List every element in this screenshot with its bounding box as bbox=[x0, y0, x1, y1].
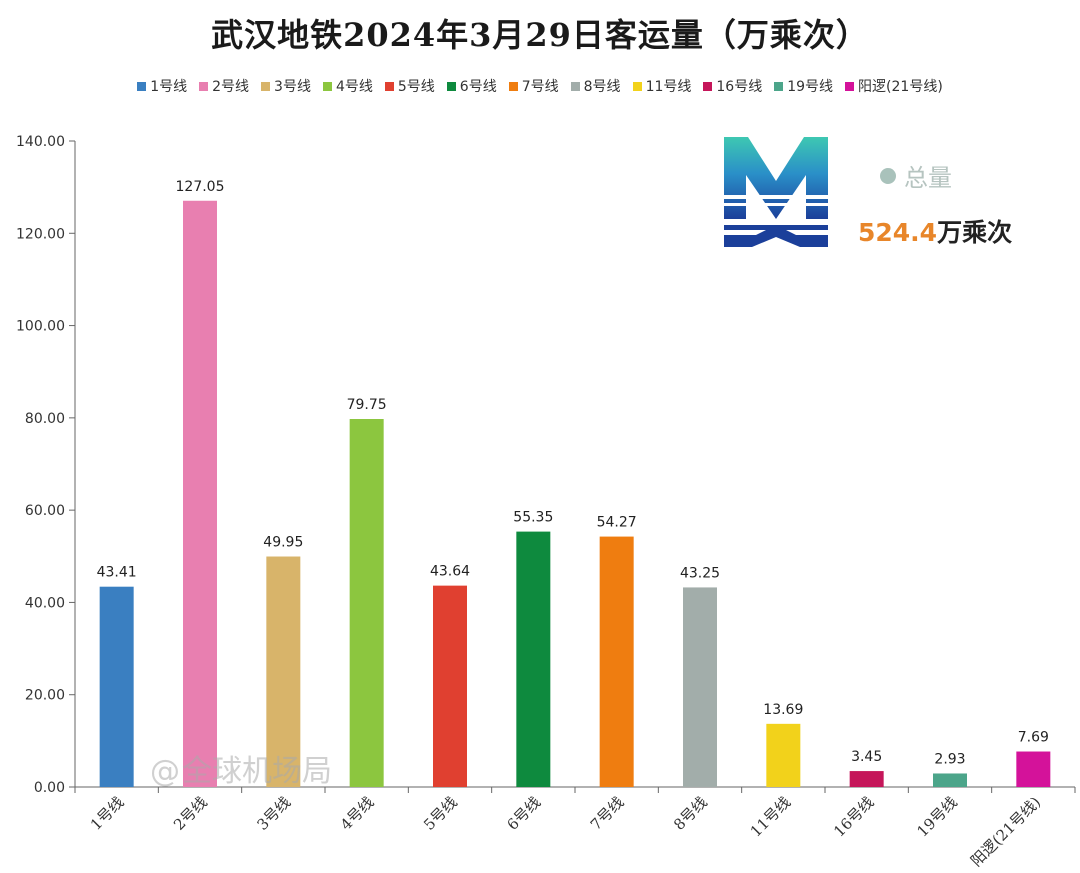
watermark-at: @ bbox=[150, 754, 180, 789]
x-tick-label: 6号线 bbox=[503, 793, 544, 834]
bar bbox=[933, 773, 967, 787]
bar bbox=[600, 537, 634, 787]
x-tick-label: 3号线 bbox=[253, 793, 294, 834]
data-label: 2.93 bbox=[934, 751, 965, 767]
bar bbox=[1016, 752, 1050, 787]
data-label: 43.64 bbox=[430, 564, 470, 580]
data-label: 43.25 bbox=[680, 565, 720, 581]
y-tick-label: 40.00 bbox=[25, 595, 65, 611]
bar bbox=[516, 532, 550, 787]
x-tick-label: 1号线 bbox=[87, 793, 128, 834]
y-tick-label: 60.00 bbox=[25, 503, 65, 519]
x-tick-label: 阳逻(21号线) bbox=[967, 793, 1044, 870]
bar bbox=[850, 771, 884, 787]
bar bbox=[683, 587, 717, 787]
data-label: 13.69 bbox=[763, 702, 803, 718]
bar bbox=[766, 724, 800, 787]
y-tick-label: 20.00 bbox=[25, 688, 65, 704]
y-tick-label: 80.00 bbox=[25, 411, 65, 427]
total-label: 总量 bbox=[904, 158, 952, 193]
data-label: 79.75 bbox=[347, 397, 387, 413]
data-label: 7.69 bbox=[1018, 730, 1049, 746]
x-tick-label: 11号线 bbox=[747, 793, 794, 840]
x-tick-label: 5号线 bbox=[420, 793, 461, 834]
data-label: 49.95 bbox=[263, 535, 303, 551]
data-label: 127.05 bbox=[176, 179, 225, 195]
total-dot-icon bbox=[880, 168, 896, 184]
total-unit: 万乘次 bbox=[937, 218, 1012, 247]
data-label: 3.45 bbox=[851, 749, 882, 765]
wuhan-metro-logo-icon bbox=[722, 137, 830, 249]
x-tick-label: 16号线 bbox=[830, 793, 877, 840]
y-tick-label: 100.00 bbox=[16, 319, 65, 335]
total-value: 524.4 bbox=[858, 218, 937, 247]
x-tick-label: 19号线 bbox=[913, 793, 960, 840]
x-tick-label: 8号线 bbox=[670, 793, 711, 834]
bar bbox=[100, 587, 134, 787]
y-tick-label: 120.00 bbox=[16, 226, 65, 242]
data-label: 43.41 bbox=[97, 565, 137, 581]
x-tick-label: 2号线 bbox=[170, 793, 211, 834]
bar bbox=[350, 419, 384, 787]
y-tick-label: 0.00 bbox=[34, 780, 65, 796]
bar bbox=[433, 586, 467, 787]
x-tick-label: 4号线 bbox=[337, 793, 378, 834]
bar bbox=[183, 201, 217, 787]
x-tick-label: 7号线 bbox=[587, 793, 628, 834]
total-panel: 总量 524.4万乘次 bbox=[858, 158, 1012, 249]
data-label: 55.35 bbox=[513, 510, 553, 526]
watermark-text: 全球机场局 bbox=[182, 754, 332, 789]
y-tick-label: 140.00 bbox=[16, 134, 65, 150]
data-label: 54.27 bbox=[597, 515, 637, 531]
watermark: @全球机场局 bbox=[150, 746, 332, 790]
